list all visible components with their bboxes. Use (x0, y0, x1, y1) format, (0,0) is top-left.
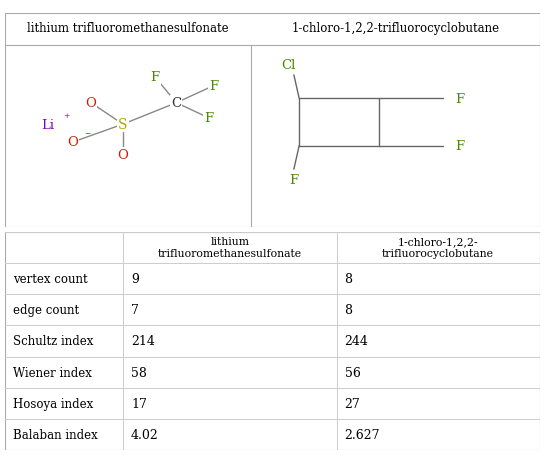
Text: 17: 17 (131, 397, 147, 410)
Text: +: + (63, 112, 70, 120)
Text: Hosoya index: Hosoya index (14, 397, 94, 410)
Text: Balaban index: Balaban index (14, 428, 98, 441)
Text: vertex count: vertex count (14, 273, 88, 285)
Text: 4.02: 4.02 (131, 428, 159, 441)
Text: 2.627: 2.627 (344, 428, 380, 441)
Text: F: F (455, 140, 464, 153)
Text: C: C (171, 97, 181, 110)
Text: 9: 9 (131, 273, 139, 285)
Text: 1-chloro-1,2,2-trifluorocyclobutane: 1-chloro-1,2,2-trifluorocyclobutane (291, 22, 499, 35)
Text: 8: 8 (344, 273, 353, 285)
Text: F: F (150, 71, 160, 84)
Text: O: O (118, 148, 129, 161)
Text: 7: 7 (131, 303, 139, 317)
Text: O: O (67, 136, 77, 148)
Text: Li: Li (41, 118, 55, 131)
Text: F: F (455, 93, 464, 106)
Text: edge count: edge count (14, 303, 80, 317)
Text: 27: 27 (344, 397, 360, 410)
Text: Schultz index: Schultz index (14, 335, 94, 348)
Text: S: S (118, 118, 128, 132)
Text: F: F (204, 112, 213, 125)
Text: 8: 8 (344, 303, 353, 317)
Text: Cl: Cl (281, 59, 296, 71)
Text: O: O (86, 97, 96, 110)
Text: F: F (289, 174, 299, 187)
Text: Wiener index: Wiener index (14, 366, 92, 379)
Text: 58: 58 (131, 366, 147, 379)
Text: 56: 56 (344, 366, 360, 379)
Text: lithium trifluoromethanesulfonate: lithium trifluoromethanesulfonate (27, 22, 229, 35)
Text: lithium
trifluoromethanesulfonate: lithium trifluoromethanesulfonate (158, 237, 302, 259)
Text: −: − (84, 130, 91, 138)
Text: 244: 244 (344, 335, 368, 348)
Text: 214: 214 (131, 335, 155, 348)
Text: 1-chloro-1,2,2-
trifluorocyclobutane: 1-chloro-1,2,2- trifluorocyclobutane (382, 237, 494, 259)
Text: F: F (209, 80, 219, 93)
